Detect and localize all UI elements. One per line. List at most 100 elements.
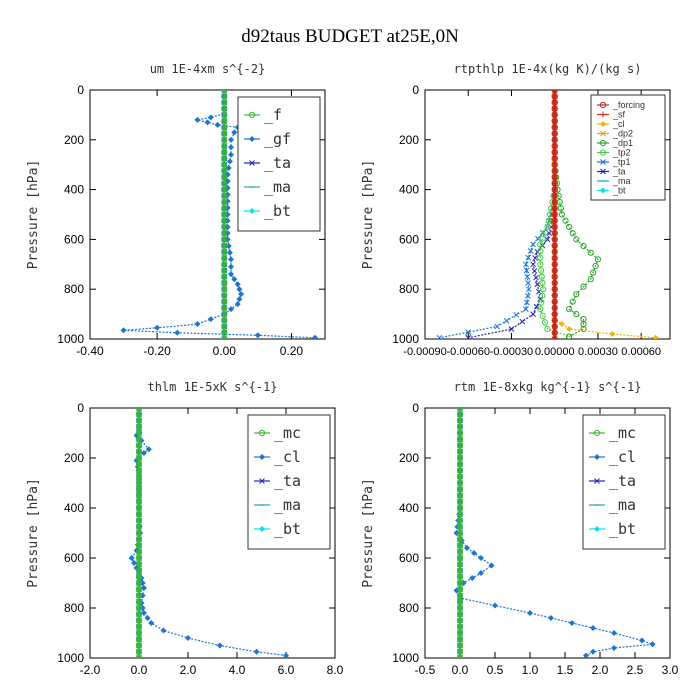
data-point — [562, 217, 569, 224]
data-point — [221, 174, 228, 181]
data-point — [231, 129, 238, 136]
data-point — [221, 236, 228, 243]
data-point — [135, 448, 143, 455]
y-tick-label: 200 — [64, 133, 84, 147]
data-point — [527, 248, 534, 254]
x-tick-label: 0.5 — [487, 663, 504, 677]
x-tick-label: 4.0 — [229, 663, 246, 677]
legend-marker — [249, 136, 255, 142]
data-point — [639, 637, 645, 644]
data-point — [551, 167, 558, 175]
x-tick-label: 3.0 — [662, 663, 679, 677]
legend-marker — [600, 168, 606, 175]
data-point — [456, 573, 464, 580]
data-point — [148, 620, 155, 626]
data-point — [224, 178, 231, 185]
data-point — [221, 167, 228, 175]
data-point — [456, 623, 464, 630]
data-point — [590, 648, 596, 655]
y-tick-label: 0 — [412, 401, 419, 415]
data-point — [580, 325, 587, 333]
data-point — [221, 248, 228, 255]
data-point — [225, 243, 232, 250]
data-point — [551, 192, 558, 199]
data-point — [140, 585, 147, 591]
data-point — [224, 191, 231, 198]
y-tick-label: 1000 — [57, 651, 84, 665]
data-point — [456, 604, 464, 612]
data-point — [524, 292, 531, 299]
data-point — [551, 323, 558, 330]
data-point — [530, 261, 536, 268]
legend-label: _ma — [264, 178, 291, 196]
y-tick-label: 800 — [64, 601, 84, 615]
data-point — [551, 335, 558, 339]
data-point — [135, 523, 143, 530]
data-point — [456, 648, 464, 655]
x-tick-label: 0.0 — [131, 663, 148, 677]
data-point — [456, 442, 464, 449]
legend-marker — [594, 526, 600, 532]
data-point — [225, 165, 232, 172]
data-point — [456, 654, 464, 658]
data-point — [221, 124, 228, 131]
data-point — [456, 579, 464, 587]
data-point — [531, 268, 538, 274]
y-tick-label: 1000 — [392, 651, 419, 665]
x-tick-label: 2.0 — [180, 663, 197, 677]
data-point — [221, 161, 228, 168]
data-point — [228, 263, 234, 270]
data-point — [135, 579, 143, 587]
data-point — [456, 542, 464, 549]
legend-label: _ta — [264, 154, 291, 172]
legend-label: _sf — [612, 110, 626, 120]
data-point — [478, 570, 484, 576]
data-point — [464, 545, 470, 551]
data-point — [135, 504, 143, 512]
data-point — [594, 256, 602, 263]
data-point — [551, 298, 558, 305]
data-point — [221, 155, 228, 162]
data-point — [453, 587, 460, 594]
data-point — [551, 136, 558, 143]
data-point — [135, 486, 143, 493]
data-point — [551, 99, 558, 106]
x-tick-label: 0.00030 — [578, 346, 618, 358]
data-point — [548, 615, 554, 621]
data-point — [135, 442, 143, 449]
legend-marker — [600, 159, 606, 165]
x-tick-label: -0.00030 — [490, 346, 533, 358]
data-point — [456, 461, 464, 468]
data-point — [551, 142, 558, 150]
legend-label: _bt — [274, 520, 301, 538]
data-point — [135, 479, 143, 487]
data-point — [228, 144, 234, 151]
data-point — [221, 273, 228, 280]
x-tick-label: -0.5 — [415, 663, 436, 677]
data-point — [551, 211, 558, 218]
data-point — [135, 636, 143, 643]
data-point — [649, 641, 656, 648]
data-point — [456, 423, 464, 430]
data-point — [551, 155, 558, 162]
data-point — [587, 249, 594, 256]
y-axis-label: Pressure [hPa] — [361, 478, 376, 588]
data-point — [551, 93, 558, 100]
data-point — [566, 223, 573, 231]
data-point — [533, 274, 539, 281]
legend-marker — [600, 187, 606, 194]
x-tick-label: 0.20 — [280, 344, 304, 358]
legend-marker — [249, 160, 255, 166]
data-point — [539, 312, 546, 319]
data-point — [551, 230, 558, 237]
data-point — [532, 255, 539, 261]
legend-label: _mc — [609, 424, 636, 442]
data-point — [456, 473, 464, 480]
data-point — [540, 286, 547, 293]
data-point — [221, 329, 228, 336]
data-point — [221, 317, 228, 324]
data-point — [456, 554, 464, 562]
data-point — [456, 617, 464, 624]
data-point — [456, 467, 464, 474]
data-point — [537, 306, 544, 313]
